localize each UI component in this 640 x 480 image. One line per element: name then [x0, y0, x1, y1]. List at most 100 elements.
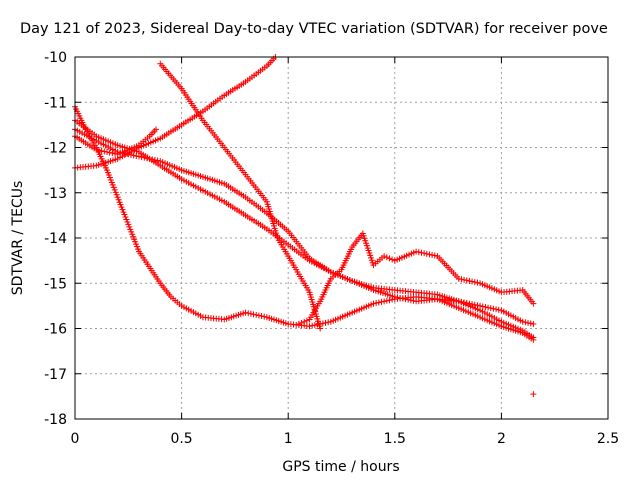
- plus-marker: [471, 301, 478, 308]
- plus-marker: [317, 320, 324, 327]
- plus-marker: [402, 296, 409, 303]
- plus-marker: [101, 148, 108, 155]
- y-axis-label: SDTVAR / TECUs: [10, 181, 26, 296]
- y-tick-label: -15: [44, 276, 67, 292]
- x-tick-label: 1: [284, 431, 293, 447]
- plus-marker: [386, 297, 393, 304]
- x-tick-label: 0.5: [170, 431, 192, 447]
- plus-marker: [429, 251, 436, 258]
- plus-marker: [322, 319, 329, 326]
- plus-marker: [405, 296, 412, 303]
- series-satellite-track-4: [72, 126, 537, 341]
- plus-marker: [394, 294, 401, 301]
- plus-marker: [253, 311, 260, 318]
- plus-marker: [370, 300, 377, 307]
- plus-marker: [309, 322, 316, 329]
- plus-marker: [383, 297, 390, 304]
- plus-marker: [530, 391, 537, 398]
- plus-marker: [311, 322, 318, 329]
- plus-marker: [522, 319, 529, 326]
- plus-marker: [373, 300, 380, 307]
- plus-marker: [530, 320, 537, 327]
- y-tick-label: -18: [44, 412, 67, 428]
- plus-marker: [426, 251, 433, 258]
- plus-marker: [109, 150, 116, 157]
- plus-marker: [466, 300, 473, 307]
- chart-title: Day 121 of 2023, Sidereal Day-to-day VTE…: [20, 21, 608, 37]
- plus-marker: [525, 319, 532, 326]
- plus-marker: [301, 318, 308, 325]
- plus-marker: [519, 318, 526, 325]
- plus-marker: [469, 301, 476, 308]
- plus-marker: [319, 320, 326, 327]
- plus-marker: [245, 310, 252, 317]
- plus-marker: [258, 313, 265, 320]
- series-satellite-track-2: [157, 60, 324, 332]
- x-tick-label: 2: [497, 431, 506, 447]
- plus-marker: [295, 320, 302, 327]
- plus-marker: [383, 254, 390, 261]
- plus-marker: [130, 152, 137, 159]
- plus-marker: [455, 298, 462, 305]
- plus-marker: [303, 317, 310, 324]
- x-tick-label: 2.5: [597, 431, 619, 447]
- plus-marker: [527, 320, 534, 327]
- plus-marker: [98, 147, 105, 154]
- series-satellite-track-1: [72, 54, 279, 171]
- series-satellite-track-3: [72, 103, 537, 343]
- plus-marker: [479, 303, 486, 310]
- y-tick-label: -16: [44, 322, 67, 338]
- series-satellite-track-7: [72, 126, 160, 158]
- plus-marker: [111, 150, 118, 157]
- plus-marker: [325, 319, 332, 326]
- plus-marker: [490, 305, 497, 312]
- x-tick-label: 1.5: [384, 431, 406, 447]
- plus-marker: [255, 312, 262, 319]
- y-tick-label: -13: [44, 186, 67, 202]
- plus-marker: [381, 253, 388, 260]
- plus-marker: [103, 149, 110, 156]
- plus-marker: [431, 252, 438, 259]
- plus-marker: [93, 146, 100, 153]
- plus-marker: [389, 256, 396, 263]
- plus-marker: [127, 151, 134, 158]
- plus-marker: [461, 276, 468, 283]
- plus-marker: [306, 323, 313, 330]
- plus-marker: [495, 306, 502, 313]
- plus-marker: [413, 248, 420, 255]
- y-tick-label: -17: [44, 367, 67, 383]
- plus-marker: [314, 321, 321, 328]
- plus-marker: [242, 309, 249, 316]
- plus-marker: [458, 298, 465, 305]
- plus-marker: [485, 304, 492, 311]
- plus-marker: [407, 297, 414, 304]
- plus-marker: [106, 149, 113, 156]
- plus-marker: [463, 277, 470, 284]
- plus-marker: [469, 278, 476, 285]
- plus-marker: [418, 249, 425, 256]
- plus-marker: [530, 300, 537, 307]
- plus-marker: [410, 297, 417, 304]
- plus-marker: [247, 310, 254, 317]
- plus-marker: [298, 319, 305, 326]
- y-tick-label: -14: [44, 231, 67, 247]
- plus-marker: [415, 249, 422, 256]
- plus-marker: [399, 295, 406, 302]
- plus-marker: [95, 147, 102, 154]
- plus-marker: [477, 302, 484, 309]
- plus-marker: [461, 299, 468, 306]
- plus-marker: [493, 306, 500, 313]
- series-outlier: [530, 391, 537, 398]
- plus-marker: [153, 126, 160, 133]
- plus-marker: [261, 313, 268, 320]
- plus-marker: [375, 299, 382, 306]
- plus-marker: [391, 293, 398, 300]
- plus-marker: [378, 298, 385, 305]
- plus-marker: [455, 275, 462, 282]
- plus-marker: [530, 334, 537, 341]
- y-tick-label: -10: [44, 50, 67, 66]
- plus-marker: [482, 304, 489, 311]
- plus-marker: [487, 305, 494, 312]
